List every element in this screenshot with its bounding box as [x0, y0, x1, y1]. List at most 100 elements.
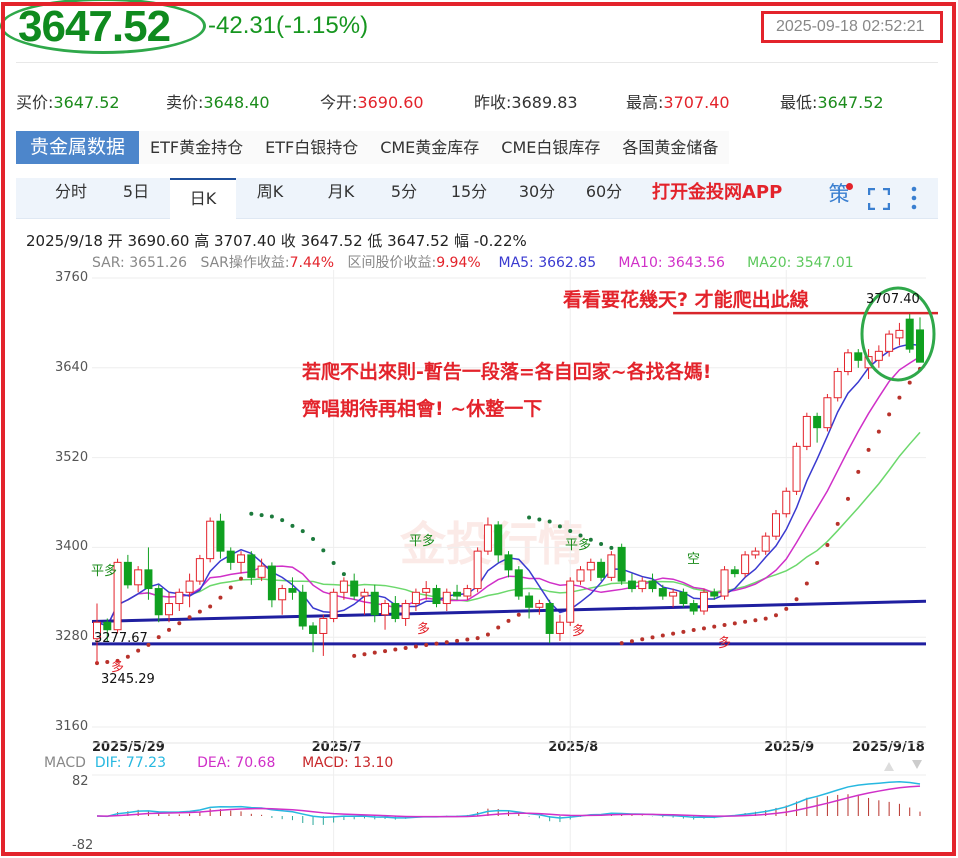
tab-item[interactable]: 贵金属数据 [16, 131, 140, 164]
sar-dot [475, 636, 480, 641]
period-tab[interactable]: 周K [256, 182, 284, 201]
timestamp: 2025-09-18 02:52:21 [761, 11, 943, 43]
low-price-label: 3245.29 [101, 672, 155, 687]
quote-label: 昨收: [474, 93, 512, 112]
range-return: 9.94% [436, 255, 481, 271]
sar-dot [506, 618, 511, 623]
x-tick-label: 2025/9/18 [852, 740, 925, 755]
candle-body [504, 554, 513, 571]
period-tab[interactable]: 15分 [450, 182, 488, 201]
candle-body [843, 352, 852, 373]
tab-item[interactable]: 各国黄金储备 [611, 131, 730, 164]
macd-name: MACD [44, 755, 86, 771]
sar-dot [372, 650, 377, 655]
sar-dot [650, 635, 655, 640]
candle-body [453, 591, 462, 597]
tab-item[interactable]: CME黄金库存 [369, 131, 491, 164]
macd-value: MACD: 13.10 [302, 755, 394, 771]
sar-dot [578, 533, 583, 538]
sar-dot [352, 653, 357, 658]
sar-dot [321, 548, 326, 553]
signal-label: 多 [718, 636, 732, 651]
sar-dot [691, 628, 696, 633]
quote-label: 买价: [16, 93, 54, 112]
candle-body [730, 569, 739, 575]
candle-body [658, 588, 667, 597]
ma20-line [96, 431, 921, 627]
sar-dot [568, 529, 573, 534]
tab-item[interactable]: ETF黄金持仓 [139, 131, 255, 164]
period-tab[interactable]: 5分 [390, 182, 418, 201]
candle-body [247, 554, 256, 578]
sar-dot [856, 469, 861, 474]
candle-body [339, 580, 348, 593]
candle-body [257, 565, 266, 578]
candle-body [432, 588, 441, 605]
candle-body [113, 561, 122, 631]
candle-body [802, 415, 811, 447]
dea-line [96, 785, 921, 818]
quote-value: 3648.40 [203, 93, 270, 112]
sar-dot [743, 619, 748, 624]
sar-dot [362, 652, 367, 657]
sar-dot [280, 518, 285, 523]
period-tab[interactable]: 30分 [518, 182, 556, 201]
sar-dot [300, 529, 305, 534]
period-tab[interactable]: 60分 [585, 182, 623, 201]
quote-value: 3690.60 [357, 93, 424, 112]
signal-label: 多 [417, 622, 431, 637]
sar-dot [825, 542, 830, 547]
candle-body [195, 558, 204, 582]
sar-dot [804, 581, 809, 586]
candle-body [381, 603, 390, 616]
open-app-link[interactable]: 打开金投网APP [652, 182, 783, 203]
candle-body [761, 535, 770, 552]
candle-body [442, 591, 451, 605]
candle-body [267, 565, 276, 601]
quote-label: 最高: [626, 93, 664, 112]
candle-body [134, 569, 143, 586]
period-tab[interactable]: 分时 [54, 182, 87, 201]
sar-dot [619, 641, 624, 646]
period-tab[interactable]: 日K [170, 178, 236, 219]
fullscreen-icon[interactable] [868, 188, 890, 210]
sar-dot [424, 643, 429, 648]
candle-body [597, 561, 606, 578]
period-tab[interactable]: 5日 [122, 182, 150, 201]
sar-dot [105, 659, 110, 664]
y-tick-label: 3280 [55, 629, 89, 645]
candle-body [226, 550, 235, 563]
y-tick-label: 3160 [55, 719, 89, 734]
candle-body [309, 625, 318, 634]
sar-dot [897, 395, 902, 400]
sar-dot [671, 631, 676, 636]
strategy-icon[interactable]: 策 [828, 182, 850, 206]
sar-dot [712, 624, 717, 629]
candle-body [638, 580, 647, 590]
tab-item[interactable]: CME白银库存 [490, 131, 612, 164]
candle-body [185, 580, 194, 593]
quote-item: 今开:3690.60 [320, 89, 424, 113]
price-change: -42.31(-1.15%) [208, 12, 369, 39]
annotation-top: 看看要花幾天? 才能爬出此線 [563, 289, 809, 311]
period-tab[interactable]: 月K [327, 182, 355, 201]
sar-dot [331, 561, 336, 566]
candle-body [669, 591, 678, 597]
candle-body [154, 588, 163, 616]
sar-dot [732, 621, 737, 626]
candle-body [360, 591, 369, 597]
sar-dot [599, 541, 604, 546]
more-vertical-icon[interactable] [911, 186, 917, 210]
sar-dot [197, 609, 202, 614]
sar-dot [115, 658, 120, 663]
candle-body [617, 546, 626, 582]
sar-dot [403, 645, 408, 650]
sar-dot [527, 515, 532, 520]
candle-body [216, 520, 225, 552]
tab-item[interactable]: ETF白银持仓 [254, 131, 370, 164]
ma5-value: MA5: 3662.85 [498, 255, 597, 271]
candle-body [689, 603, 698, 612]
candle-body [792, 445, 801, 492]
candle-body [288, 588, 297, 593]
